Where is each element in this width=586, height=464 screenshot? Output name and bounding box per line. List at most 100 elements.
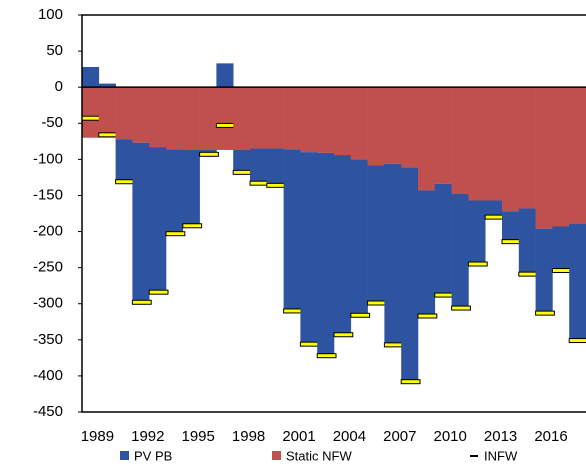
bar [300, 87, 318, 153]
x-tick-label: 2004 [333, 428, 366, 445]
bar [401, 167, 419, 382]
x-tick-label: 1995 [182, 428, 215, 445]
marker [484, 214, 505, 220]
bar [266, 87, 284, 149]
bar [418, 87, 436, 191]
bar [367, 165, 385, 304]
marker [316, 353, 337, 359]
bar [250, 87, 268, 149]
bar [132, 87, 150, 143]
marker [299, 341, 320, 347]
bar [149, 87, 167, 148]
marker [249, 180, 270, 186]
bar [82, 66, 100, 88]
bar [535, 228, 553, 314]
x-tick-label: 2001 [282, 428, 315, 445]
x-tick-label: 2007 [383, 428, 416, 445]
bar [384, 87, 402, 164]
marker [501, 239, 522, 245]
x-tick-label: 2013 [484, 428, 517, 445]
bar [182, 149, 200, 226]
bar [166, 149, 184, 234]
marker [451, 305, 471, 311]
plot-frame [81, 14, 586, 413]
marker [232, 169, 253, 175]
bar [132, 142, 150, 303]
bar [350, 159, 368, 316]
y-tick-label: -350 [33, 331, 63, 348]
bar [182, 87, 200, 150]
bar [502, 87, 520, 212]
bar [300, 152, 318, 345]
y-tick-label: -150 [33, 186, 63, 203]
y-tick-label: -400 [33, 367, 63, 384]
bar [552, 226, 570, 271]
x-tick-label: 1998 [232, 428, 265, 445]
marker [350, 312, 371, 318]
bar [569, 87, 586, 224]
marker [199, 151, 219, 157]
y-tick-label: -450 [33, 403, 63, 420]
bar [434, 87, 452, 184]
bar [233, 87, 251, 150]
marker [383, 342, 404, 348]
marker [283, 308, 303, 314]
y-tick-label: -100 [33, 150, 63, 167]
marker [333, 332, 354, 338]
marker [568, 338, 586, 344]
bar [451, 194, 469, 309]
bar [518, 208, 536, 275]
bar [418, 190, 436, 316]
marker [417, 313, 438, 319]
bar [216, 63, 234, 88]
bar [233, 149, 251, 173]
bar [468, 87, 486, 201]
y-tick-label: -250 [33, 259, 63, 276]
marker [535, 310, 555, 316]
bar [334, 87, 352, 156]
bar [266, 148, 284, 186]
y-tick-label: 100 [38, 6, 63, 23]
marker [115, 179, 135, 185]
bar [434, 183, 452, 296]
marker [165, 231, 186, 237]
y-tick-label: -50 [41, 114, 63, 131]
bar [199, 87, 217, 150]
bar [384, 163, 402, 345]
x-tick-label: 1989 [81, 428, 114, 445]
legend-swatch [272, 451, 281, 460]
y-tick-label: -200 [33, 223, 63, 240]
y-tick-label: 0 [55, 78, 63, 95]
bar [451, 87, 469, 195]
bar [98, 87, 116, 138]
marker [182, 223, 203, 229]
marker [131, 299, 152, 305]
x-tick-label: 2010 [434, 428, 467, 445]
bar [149, 147, 167, 293]
bar [350, 87, 368, 160]
marker [148, 289, 169, 295]
bar [518, 87, 536, 209]
bar [569, 223, 586, 341]
bar [317, 152, 335, 356]
bar [283, 149, 301, 311]
bar [401, 87, 419, 168]
bar [115, 139, 133, 182]
x-tick-label: 1992 [131, 428, 164, 445]
marker [266, 182, 287, 188]
marker [98, 132, 119, 138]
bar [485, 87, 503, 201]
bar [250, 148, 268, 184]
legend-label: PV PB [134, 448, 172, 463]
y-tick-label: -300 [33, 295, 63, 312]
legend-swatch [120, 451, 129, 460]
marker [518, 271, 539, 277]
marker [400, 379, 421, 385]
marker [81, 115, 102, 121]
y-tick-label: 50 [46, 42, 63, 59]
bar [552, 87, 570, 227]
marker [551, 268, 572, 274]
bar [115, 87, 133, 140]
marker [367, 300, 387, 306]
